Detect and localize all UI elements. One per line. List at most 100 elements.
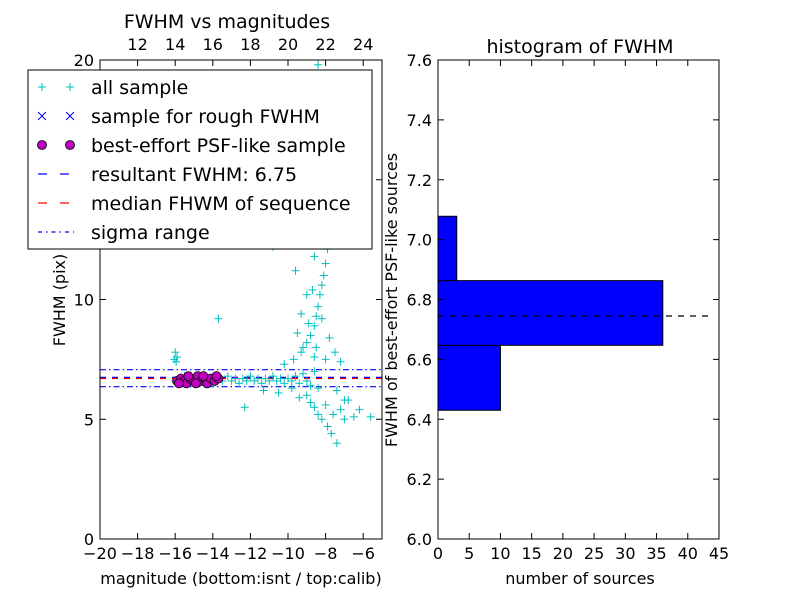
histogram-ytick-label: 6.2 [407, 470, 432, 489]
histogram-xtick-label: 5 [464, 544, 474, 563]
point-best-15 [190, 378, 201, 389]
point-all-92 [297, 309, 306, 318]
point-all-62 [280, 360, 289, 369]
scatter-top-xtick-label: 20 [278, 35, 298, 54]
point-all-106 [332, 386, 341, 395]
point-all-56 [336, 405, 345, 414]
point-all-18 [231, 374, 240, 383]
legend-label: median FHWM of sequence [91, 193, 351, 215]
point-all-45 [295, 393, 304, 402]
scatter-xtick-label: −16 [158, 544, 192, 563]
point-all-46 [302, 391, 311, 400]
scatter-ylabel: FWHM (pix) [50, 254, 69, 347]
histogram-panel: 0 5 10 15 20 25 30 35 40 45 6.0 6.2 6.4 6.6 6.8 7.0 7.2 7… [382, 36, 729, 588]
scatter-panel: −20−18−16−14−12−10−8−6051015201214161820… [50, 11, 383, 588]
point-all-21 [242, 376, 251, 385]
legend-label: best-effort PSF-like sample [91, 135, 346, 157]
point-all-67 [310, 321, 319, 330]
histogram-bars [437, 215, 664, 411]
histogram-ticks: 0 5 10 15 20 25 30 35 40 45 6.0 6.2 6.4 6.6 6.8 7.0 7.2 7… [407, 51, 730, 563]
point-all-98 [304, 319, 313, 328]
point-all-53 [327, 429, 336, 438]
point-all-33 [287, 376, 296, 385]
point-all-39 [310, 367, 319, 376]
histogram-ytick-label: 6.6 [407, 350, 432, 369]
point-all-64 [297, 348, 306, 357]
point-all-54 [329, 410, 338, 419]
point-all-44 [287, 384, 296, 393]
point-all-42 [259, 386, 268, 395]
point-all-40 [314, 384, 323, 393]
point-all-37 [302, 376, 311, 385]
point-all-49 [314, 410, 323, 419]
point-all-43 [274, 388, 283, 397]
point-all-69 [314, 302, 323, 311]
point-all-38 [306, 381, 315, 390]
histogram-ytick-label: 6.0 [407, 530, 432, 549]
legend-entry: best-effort PSF-like sample [37, 135, 346, 157]
point-all-91 [291, 266, 300, 275]
histogram-ytick-label: 7.4 [407, 111, 432, 130]
legend-entry: sigma range [38, 222, 210, 244]
point-all-55 [332, 439, 341, 448]
point-all-51 [321, 400, 330, 409]
point-all-24 [253, 374, 262, 383]
point-all-27 [265, 376, 274, 385]
scatter-ticks: −20−18−16−14−12−10−8−6051015201214161820… [74, 35, 382, 563]
point-all-94 [310, 252, 319, 261]
point-all-96 [293, 329, 302, 338]
histogram-ytick-label: 7.0 [407, 231, 432, 250]
histogram-title: histogram of FWHM [486, 36, 673, 58]
point-all-87 [314, 60, 323, 69]
point-all-93 [302, 290, 311, 299]
legend-label: sample for rough FWHM [91, 106, 320, 128]
point-all-107 [340, 396, 349, 405]
legend-entry: sample for rough FWHM [37, 106, 320, 128]
histogram-ytick-label: 6.4 [407, 410, 432, 429]
histogram-bar-1 [437, 280, 664, 346]
scatter-title: FWHM vs magnitudes [124, 11, 330, 33]
histogram-xtick-label: 35 [646, 544, 666, 563]
histogram-xtick-label: 30 [615, 544, 635, 563]
histogram-xtick-label: 40 [678, 544, 698, 563]
scatter-top-xtick-label: 16 [203, 35, 223, 54]
scatter-xtick-label: −20 [83, 544, 117, 563]
point-all-101 [325, 333, 334, 342]
point-best-13 [174, 378, 184, 389]
point-all-99 [312, 343, 321, 352]
point-all-105 [310, 352, 319, 361]
point-all-48 [310, 403, 319, 412]
histogram-bar-2 [437, 215, 458, 282]
scatter-marks [170, 60, 375, 448]
scatter-top-xtick-label: 12 [127, 35, 147, 54]
legend-label: sigma range [91, 222, 210, 244]
legend-label: all sample [91, 77, 188, 99]
point-all-35 [295, 379, 304, 388]
point-all-31 [280, 379, 289, 388]
point-all-16 [223, 372, 232, 381]
scatter-xtick-label: −18 [121, 544, 155, 563]
histogram-ylabel: FWHM of best-effort PSF-like sources [382, 153, 401, 447]
scatter-ytick-label: 10 [74, 291, 94, 310]
point-best-17 [211, 371, 222, 382]
point-all-61 [366, 412, 375, 421]
point-all-97 [299, 343, 308, 352]
scatter-xtick-label: −6 [351, 544, 375, 563]
point-all-72 [319, 271, 328, 280]
point-all-28 [268, 372, 277, 381]
histogram-xtick-label: 10 [490, 544, 510, 563]
histogram-xtick-label: 0 [433, 544, 443, 563]
scatter-ytick-label: 5 [84, 410, 94, 429]
point-all-36 [299, 369, 308, 378]
point-all-100 [317, 314, 326, 323]
scatter-top-xtick-label: 18 [240, 35, 260, 54]
histogram-ytick-label: 7.6 [407, 51, 432, 70]
point-all-103 [336, 357, 345, 366]
point-all-19 [235, 379, 244, 388]
histogram-bar-0 [437, 344, 501, 411]
point-all-22 [246, 372, 255, 381]
scatter-ytick-label: 0 [84, 530, 94, 549]
point-all-60 [355, 405, 364, 414]
scatter-xtick-label: −8 [314, 544, 338, 563]
